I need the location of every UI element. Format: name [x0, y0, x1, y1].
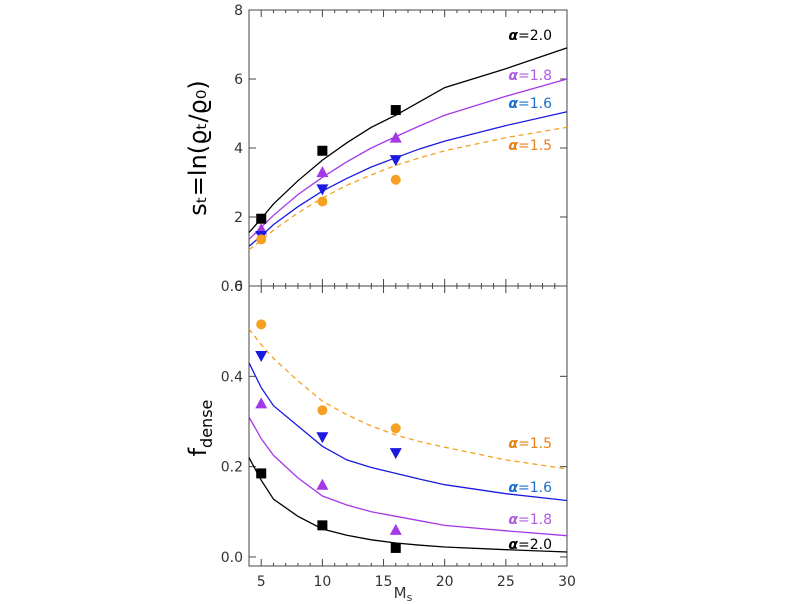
- y-tick-label: 6: [234, 72, 243, 88]
- x-label-sub: s: [407, 591, 413, 604]
- y-tick-label: 0.4: [221, 369, 243, 385]
- data-point-alpha-1-6: [316, 432, 329, 444]
- series-annotation: α=1.8: [508, 68, 552, 84]
- data-point-alpha-1-5: [317, 196, 328, 207]
- bottom-series-lines: [248, 328, 568, 553]
- bottom-annotations: α=1.5α=1.6α=1.8α=2.0: [508, 436, 552, 553]
- x-tick-label: 30: [558, 574, 576, 590]
- data-point-alpha-1-8: [255, 397, 268, 409]
- alpha-symbol: α: [508, 96, 518, 112]
- data-point-alpha-1-5: [390, 423, 401, 434]
- series-annotation: α=1.8: [508, 512, 552, 528]
- x-tick-label: 10: [313, 574, 331, 590]
- data-point-alpha-1-5: [256, 234, 267, 245]
- data-point-alpha-2-0: [390, 542, 401, 553]
- bottom-series-points: [255, 319, 402, 553]
- data-point-alpha-1-5: [317, 405, 328, 416]
- alpha-symbol: α: [508, 138, 518, 154]
- x-label-m: M: [394, 584, 407, 602]
- data-point-alpha-2-0: [256, 468, 267, 479]
- series-annotation: α=2.0: [508, 537, 552, 553]
- data-point-alpha-1-5: [390, 174, 401, 185]
- data-point-alpha-1-8: [389, 131, 402, 143]
- y-label-sub: dense: [197, 400, 216, 448]
- alpha-value: =1.5: [518, 138, 552, 154]
- data-point-alpha-1-8: [389, 523, 402, 535]
- data-point-alpha-2-0: [317, 520, 328, 531]
- alpha-symbol: α: [508, 480, 518, 496]
- y-tick-label: 2: [234, 210, 243, 226]
- top-annotations: α=2.0α=1.8α=1.6α=1.5: [508, 28, 552, 154]
- alpha-symbol: α: [508, 512, 518, 528]
- x-tick-label: 5: [257, 574, 266, 590]
- alpha-symbol: α: [508, 28, 518, 44]
- series-annotation: α=1.6: [508, 96, 552, 112]
- svg-text:fdense: fdense: [184, 400, 216, 457]
- x-tick-label: 15: [375, 574, 393, 590]
- series-line-alpha-1-5: [248, 126, 568, 251]
- series-line-alpha-1-6: [248, 111, 568, 247]
- y-tick-label: 0.0: [221, 550, 243, 566]
- data-point-alpha-1-6: [316, 184, 329, 196]
- top-y-axis-label: sₜ=ln(ϱₜ/ϱ₀): [184, 80, 212, 216]
- data-point-alpha-1-6: [255, 351, 268, 362]
- x-tick-label: 20: [436, 574, 454, 590]
- series-line-alpha-1-6: [248, 362, 568, 502]
- y-label-f: f: [184, 447, 212, 456]
- y-tick-label: 0.2: [221, 460, 243, 476]
- x-tick-label: 25: [497, 574, 515, 590]
- bottom-panel: 0.00.20.40.6 5 10 15 20 25 30 α=1.5α=1.6α=1.8…: [184, 279, 576, 604]
- series-line-alpha-1-5: [248, 328, 568, 470]
- alpha-value: =1.6: [518, 96, 552, 112]
- bottom-y-axis: 0.0 0.2 0.4 0.6: [221, 279, 567, 566]
- bottom-x-axis: 5 10 15 20 25 30: [248, 286, 576, 590]
- data-point-alpha-1-8: [316, 166, 329, 178]
- bottom-y-axis-label: fdense: [184, 400, 216, 457]
- y-tick-label: 0: [234, 279, 243, 295]
- data-point-alpha-2-0: [390, 105, 401, 116]
- alpha-symbol: α: [508, 537, 518, 553]
- alpha-symbol: α: [508, 68, 518, 84]
- data-point-alpha-1-5: [256, 319, 267, 330]
- alpha-value: =1.6: [518, 480, 552, 496]
- top-x-axis: [248, 10, 568, 286]
- series-line-alpha-1-8: [248, 416, 568, 537]
- series-line-alpha-2-0: [248, 47, 568, 233]
- data-point-alpha-2-0: [317, 145, 328, 156]
- series-annotation: α=2.0: [508, 28, 552, 44]
- data-point-alpha-1-6: [389, 155, 402, 167]
- top-series-lines: [248, 47, 568, 251]
- bottom-x-axis-label: Ms: [394, 584, 413, 604]
- data-point-alpha-2-0: [256, 213, 267, 224]
- y-tick-label: 8: [234, 3, 243, 19]
- data-point-alpha-1-8: [316, 478, 329, 490]
- alpha-value: =2.0: [518, 28, 552, 44]
- top-y-axis: 0 2 4 6 8: [234, 3, 567, 295]
- alpha-value: =1.8: [518, 68, 552, 84]
- alpha-value: =2.0: [518, 537, 552, 553]
- series-annotation: α=1.6: [508, 480, 552, 496]
- series-annotation: α=1.5: [508, 436, 552, 452]
- alpha-value: =1.5: [518, 436, 552, 452]
- y-tick-label: 4: [234, 141, 243, 157]
- data-point-alpha-1-6: [389, 448, 402, 460]
- alpha-value: =1.8: [518, 512, 552, 528]
- y-tick-label: 0.6: [221, 279, 243, 295]
- series-line-alpha-2-0: [248, 457, 568, 553]
- series-annotation: α=1.5: [508, 138, 552, 154]
- series-line-alpha-1-8: [248, 78, 568, 240]
- top-series-points: [255, 105, 402, 245]
- alpha-symbol: α: [508, 436, 518, 452]
